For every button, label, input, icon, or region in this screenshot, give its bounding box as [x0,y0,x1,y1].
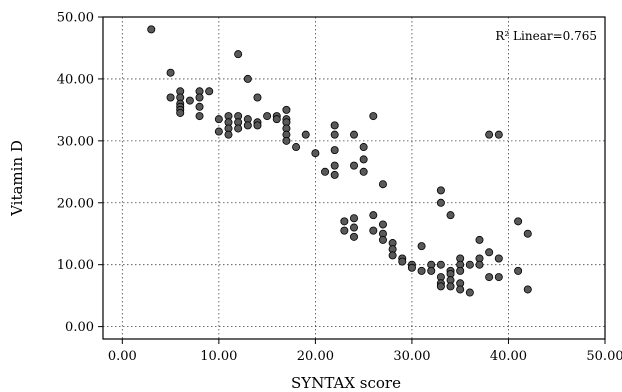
x-tick-label: 20.00 [297,349,334,364]
x-tick-label: 50.00 [586,349,622,364]
data-point [378,180,387,189]
data-point [349,223,358,232]
data-point [475,260,484,269]
data-point [195,93,204,102]
data-point [514,217,523,226]
y-tick-label: 20.00 [57,196,94,211]
data-point [301,130,310,139]
data-point [214,127,223,136]
data-point [272,115,281,124]
data-point [485,273,494,282]
axis-ticks: 0.00 10.00 20.00 30.00 40.00 50.00 0.00 10.00 20… [57,11,622,365]
x-tick-label: 0.00 [108,349,137,364]
data-point [378,220,387,229]
data-point [523,285,532,294]
data-point [436,198,445,207]
data-point [485,130,494,139]
data-point [205,87,214,96]
data-point [369,112,378,121]
data-point [456,285,465,294]
data-point [494,254,503,263]
data-point [359,155,368,164]
x-tick-label: 40.00 [490,349,527,364]
y-tick-label: 0.00 [65,320,94,335]
data-point [398,257,407,266]
y-tick-label: 10.00 [57,258,94,273]
data-point [234,124,243,133]
gridlines [103,17,605,339]
data-point [292,143,301,152]
data-point [446,211,455,220]
data-point [330,161,339,170]
data-point [253,93,262,102]
y-tick-label: 40.00 [57,72,94,87]
data-point [446,282,455,291]
data-point [427,266,436,275]
data-point [378,235,387,244]
data-point [330,170,339,179]
data-point [282,136,291,145]
data-point [330,121,339,130]
data-point [243,121,252,130]
data-point [243,74,252,83]
data-point [475,235,484,244]
data-points [147,25,532,297]
x-tick-label: 10.00 [200,349,237,364]
y-tick-label: 30.00 [57,134,94,149]
plot-frame [102,16,606,340]
data-point [166,93,175,102]
data-point [417,242,426,251]
data-point [330,146,339,155]
data-point [407,263,416,272]
data-point [330,130,339,139]
data-point [494,273,503,282]
data-point [321,167,330,176]
data-point [176,108,185,117]
data-point [263,112,272,121]
data-point [465,260,474,269]
data-point [417,266,426,275]
data-point [147,25,156,34]
x-tick-label: 30.00 [393,349,430,364]
data-point [234,50,243,59]
data-point [436,282,445,291]
data-point [282,105,291,114]
data-point [465,288,474,297]
data-point [195,102,204,111]
data-point [369,211,378,220]
data-point [185,96,194,105]
data-point [494,130,503,139]
data-point [349,161,358,170]
data-point [359,143,368,152]
data-point [485,248,494,257]
data-point [369,226,378,235]
data-point [359,167,368,176]
data-point [214,115,223,124]
data-point [349,232,358,241]
data-point [340,226,349,235]
data-point [166,68,175,77]
data-point [349,130,358,139]
data-point [253,121,262,130]
data-point [436,260,445,269]
r-squared-annotation: R² Linear=0.765 [495,29,597,43]
data-point [349,214,358,223]
data-point [224,130,233,139]
data-point [340,217,349,226]
data-point [523,229,532,238]
y-axis-title: Vitamin D [8,140,26,217]
data-point [195,112,204,121]
data-point [514,266,523,275]
data-point [456,266,465,275]
x-axis-title: SYNTAX score [291,374,401,392]
data-point [311,149,320,158]
y-tick-label: 50.00 [57,11,94,26]
data-point [388,251,397,260]
data-point [436,186,445,195]
